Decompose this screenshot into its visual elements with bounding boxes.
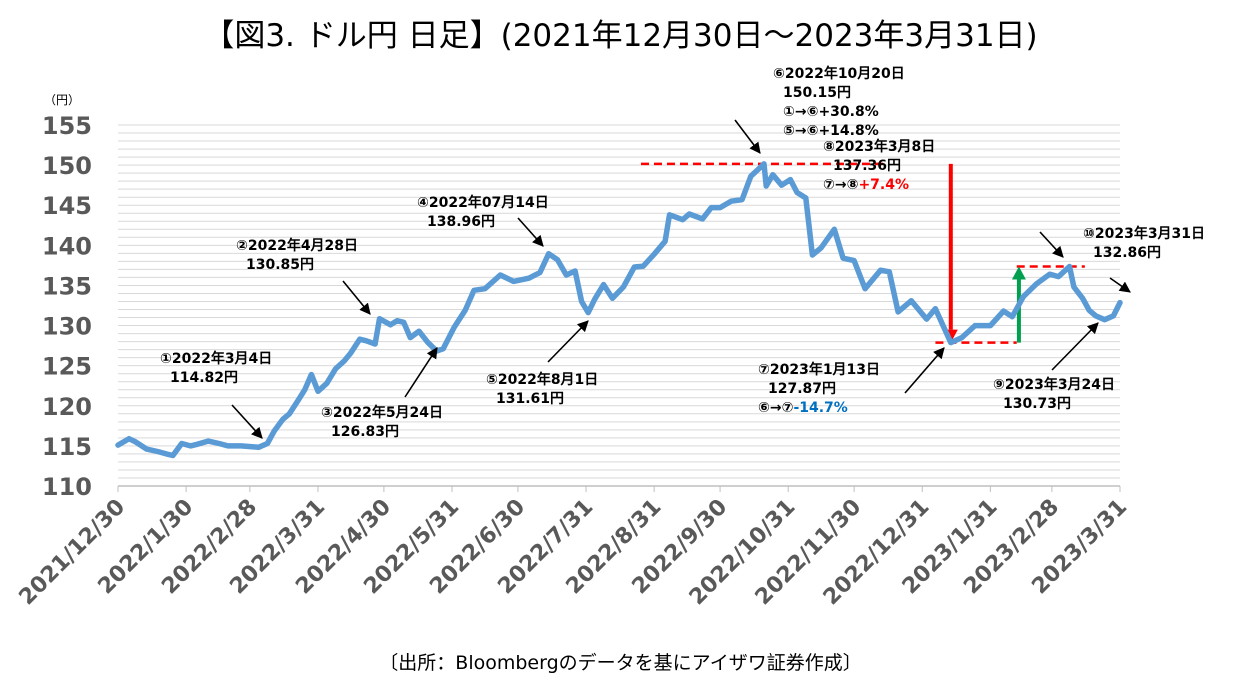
annotations: ①2022年3月4日 114.82円 ②2022年4月28日 130.85円 ③2022… [160,65,1205,440]
y-unit-label: （円） [44,93,80,107]
annotation-text: ①2022年3月4日 [160,350,272,367]
grid-lines [118,124,1120,487]
y-tick-label: 150 [42,152,92,180]
annotation-text: ⑧2023年3月8日 [823,138,935,155]
annotation-a5: ⑤2022年8月1日 131.61円 [486,320,598,407]
annotation-a8: ⑧2023年3月8日 137.36円 ⑦→⑧+7.4% [823,138,1064,258]
annotation-a1: ①2022年3月4日 114.82円 [160,350,272,439]
annotation-text: ③2022年5月24日 [321,404,443,421]
annotation-text: 130.73円 [1003,396,1071,412]
series-line [115,161,1123,459]
annotation-text: ⑥2022年10月20日 [773,65,905,82]
annotation-a2: ②2022年4月28日 130.85円 [236,237,371,315]
y-tick-label: 155 [42,112,92,140]
annotation-text: ⑤2022年8月1日 [486,371,598,388]
annotation-text: 150.15円 [783,85,851,101]
y-tick-label: 120 [42,393,92,421]
annotation-text: ⑨2023年3月24日 [993,376,1115,393]
price-series [115,161,1123,459]
rise-arrow-head [1011,266,1026,280]
annotation-text: 126.83円 [331,424,399,440]
annotation-pointer [1039,231,1064,258]
y-tick-label: 140 [42,232,92,260]
x-axis: 2021/12/302022/1/302022/2/282022/3/31202… [15,486,1132,610]
source-note: 〔出所：Bloombergのデータを基にアイザワ証券作成〕 [379,652,862,674]
annotation-text: 131.61円 [496,391,564,407]
annotation-pointer [231,404,263,439]
annotation-text: ⑩2023年3月31日 [1083,225,1205,242]
annotation-pointer [734,119,761,154]
annotation-text: 132.86円 [1093,245,1161,261]
annotation-pointer [1051,322,1099,371]
annotation-change: ⑦→⑧+7.4% [823,177,909,193]
annotation-text: ⑦2023年1月13日 [758,361,880,378]
chart-title: 【図3. ドル円 日足】(2021年12月30日～2023年3月31日) [203,18,1038,54]
annotation-text: 130.85円 [246,257,314,273]
y-tick-label: 135 [42,272,92,300]
annotation-a9: ⑨2023年3月24日 130.73円 [993,322,1115,412]
annotation-text: 127.87円 [768,381,836,397]
annotation-pointer [1109,277,1131,293]
annotation-a6: ⑥2022年10月20日 150.15円 ①→⑥+30.8% ⑤→⑥+14.8% [734,65,905,154]
y-tick-label: 110 [42,473,92,501]
annotation-a4: ④2022年07月14日 138.96円 [417,194,549,247]
annotation-text: ④2022年07月14日 [417,194,549,211]
annotation-text: 138.96円 [427,214,495,230]
annotation-pointer [404,347,438,398]
annotation-change: ⑥→⑦-14.7% [758,400,848,416]
y-tick-label: 145 [42,192,92,220]
annotation-text: ⑤→⑥+14.8% [783,123,879,139]
y-tick-label: 130 [42,313,92,341]
annotation-pointer [342,280,371,315]
annotation-pointer [517,217,544,247]
y-tick-label: 115 [42,433,92,461]
annotation-a7: ⑦2023年1月13日 127.87円 ⑥→⑦-14.7% [758,347,945,416]
annotation-text: 137.36円 [833,158,901,174]
annotation-text: ①→⑥+30.8% [783,104,879,120]
annotation-pointer [904,347,945,394]
annotation-pointer [547,320,589,363]
annotation-text: ②2022年4月28日 [236,237,358,254]
annotation-a10: ⑩2023年3月31日 132.86円 [1083,225,1205,293]
annotation-text: 114.82円 [170,370,238,386]
y-axis: （円） 155 150 145 140 135 130 125 120 115 110 [42,93,92,501]
annotation-a3: ③2022年5月24日 126.83円 [321,347,443,440]
y-tick-label: 125 [42,353,92,381]
